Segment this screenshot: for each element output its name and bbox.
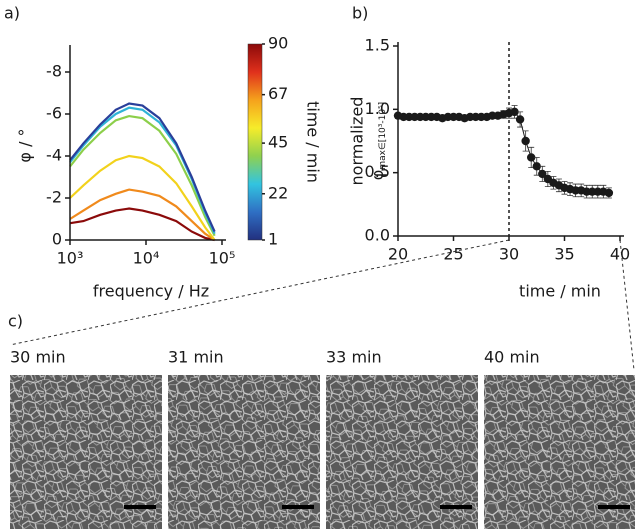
x-tick-label: 30 xyxy=(499,245,519,264)
y-tick-label: 1.5 xyxy=(365,36,390,55)
colorbar-tick-label: 45 xyxy=(268,133,288,152)
scale-bar xyxy=(282,505,314,509)
x-tick-label: 10³ xyxy=(57,249,84,268)
series-line xyxy=(69,106,216,235)
colorbar-label: time / min xyxy=(304,101,323,183)
y-tick-label: 0.0 xyxy=(365,226,390,245)
y-tick-label: 0.5 xyxy=(365,162,390,181)
colorbar-tick-label: 67 xyxy=(268,84,288,103)
micrograph-texture xyxy=(484,375,635,529)
y-tick-label: -2 xyxy=(46,188,62,207)
micrograph-texture xyxy=(10,375,162,529)
y-axis-label: normalized xyxy=(348,97,367,186)
y-tick-label: 0 xyxy=(52,230,62,249)
colorbar-tick-label: 1 xyxy=(268,230,278,249)
zoom-line xyxy=(619,239,635,371)
series-line xyxy=(69,207,215,242)
panel-label: b) xyxy=(352,4,368,23)
y-tick-label: -6 xyxy=(46,104,62,123)
colorbar-tick-label: 22 xyxy=(268,183,288,202)
x-tick-label: 20 xyxy=(388,245,408,264)
data-point xyxy=(532,162,541,171)
panel-label: c) xyxy=(8,312,23,331)
data-point xyxy=(510,107,519,117)
image-label: 31 min xyxy=(168,348,224,367)
y-tick-label: 1.0 xyxy=(365,99,390,118)
x-tick-label: 25 xyxy=(443,245,463,264)
data-point xyxy=(521,136,530,146)
image-label: 40 min xyxy=(484,348,540,367)
micrograph-texture xyxy=(168,375,320,529)
scale-bar xyxy=(440,505,472,509)
y-axis-label: φ / ° xyxy=(16,128,35,162)
series-line xyxy=(397,111,610,194)
x-tick-label: 10⁵ xyxy=(209,249,236,268)
symbol: φ xyxy=(368,170,387,181)
x-tick-label: 40 xyxy=(610,245,630,264)
data-point xyxy=(538,169,547,179)
scale-bar xyxy=(124,505,156,509)
x-axis-label: time / min xyxy=(519,282,601,301)
panel-label: a) xyxy=(4,4,20,23)
x-tick-label: 10⁴ xyxy=(133,249,160,268)
y-tick-label: -4 xyxy=(46,146,62,165)
colorbar-tick-label: 90 xyxy=(268,34,288,53)
micrograph-texture xyxy=(326,375,478,529)
y-axis-symbol: φmax∈[10³-10⁵] xyxy=(368,102,388,180)
x-tick-label: 35 xyxy=(554,245,574,264)
series-line xyxy=(69,154,216,241)
data-point xyxy=(604,188,614,198)
image-label: 30 min xyxy=(10,348,66,367)
subscript: max∈[10³-10⁵] xyxy=(378,102,388,170)
image-label: 33 min xyxy=(326,348,382,367)
data-point xyxy=(527,153,536,162)
colorbar xyxy=(247,43,263,241)
scale-bar xyxy=(598,505,630,509)
zoom-line xyxy=(9,239,510,346)
x-axis-label: frequency / Hz xyxy=(93,282,209,301)
series-line xyxy=(69,102,216,233)
series-line xyxy=(69,188,216,241)
series-line xyxy=(69,114,216,237)
axis xyxy=(397,42,624,237)
y-tick-label: -8 xyxy=(46,62,62,81)
data-point xyxy=(515,115,525,124)
